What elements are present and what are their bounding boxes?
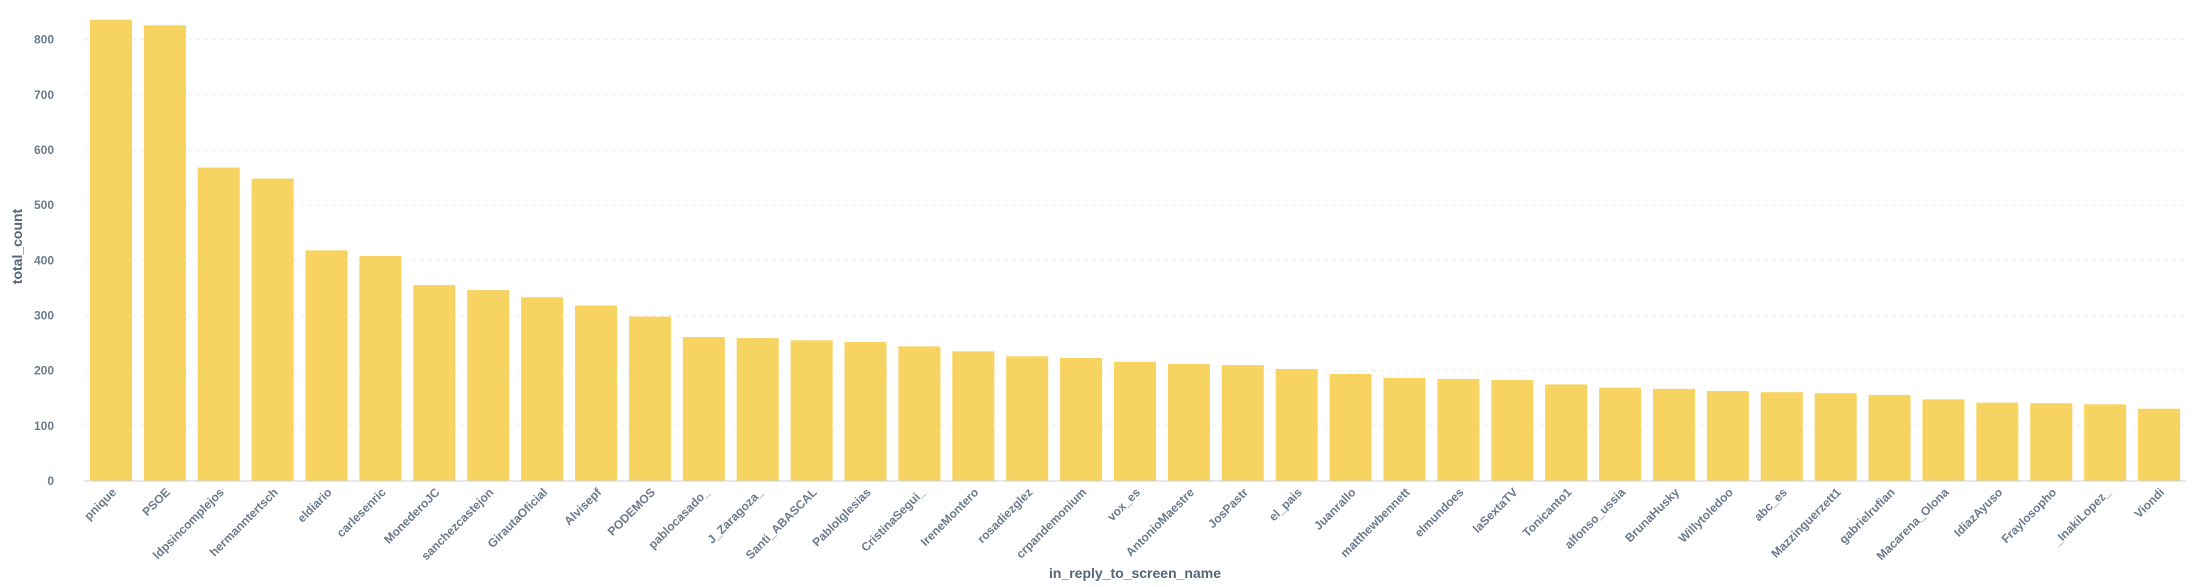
bar-Tonicanto1[interactable] (1545, 384, 1588, 481)
bar-Santi_ABASCAL[interactable] (790, 340, 833, 481)
x-tick-label: PODEMOS (605, 485, 658, 538)
x-tick-label: IdiazAyuso (1951, 485, 2005, 539)
bar-gabrielrufian[interactable] (1868, 394, 1911, 481)
bar-IreneMontero[interactable] (952, 351, 995, 481)
bar-Willytoledoo[interactable] (1706, 391, 1749, 481)
bar-Fraylosopho[interactable] (2030, 403, 2073, 481)
y-tick-label: 0 (47, 474, 54, 488)
y-tick-label: 500 (34, 198, 54, 212)
bar-CristinaSegui_[interactable] (898, 346, 941, 481)
x-tick-label: Alvisepf (561, 485, 605, 529)
y-tick-label: 600 (34, 143, 54, 157)
x-tick-label: JosPastr (1205, 485, 1251, 531)
x-tick-label: PSOE (139, 485, 172, 518)
y-tick-label: 700 (34, 88, 54, 102)
bar-MonederoJC[interactable] (413, 285, 456, 481)
y-tick-label: 100 (34, 419, 54, 433)
y-tick-label: 800 (34, 33, 54, 47)
x-tick-label: laSextaTV (1470, 485, 1520, 535)
x-tick-label: vox_es (1104, 485, 1143, 524)
bar-alfonso_ussia[interactable] (1599, 387, 1642, 481)
bar-elmundoes[interactable] (1437, 378, 1480, 481)
x-tick-label: eldiario (295, 485, 335, 525)
bar-J_Zaragoza_[interactable] (736, 338, 779, 481)
bar-Mazzinguerzett1[interactable] (1814, 393, 1857, 481)
x-axis-title: in_reply_to_screen_name (1049, 565, 1221, 581)
bar-AntonioMaestre[interactable] (1167, 364, 1210, 481)
x-tick-label: elmundoes (1412, 485, 1467, 540)
bar-vox_es[interactable] (1113, 361, 1157, 481)
x-tick-label: el_pais (1266, 485, 1305, 524)
x-tick-label: Viondi (2131, 485, 2167, 521)
bar-rosadiezglez[interactable] (1006, 356, 1049, 481)
bar-el_pais[interactable] (1275, 368, 1318, 481)
bar-IdiazAyuso[interactable] (1976, 402, 2019, 481)
bar-crpandemonium[interactable] (1060, 357, 1103, 481)
x-tick-label: Juanrallo (1311, 485, 1359, 533)
x-tick-label: rosadiezglez (974, 485, 1035, 546)
bar-hermanntertsch[interactable] (251, 178, 294, 481)
bar-PODEMOS[interactable] (628, 316, 671, 481)
bars (89, 19, 2181, 482)
y-tick-label: 400 (34, 253, 54, 267)
bar-Juanrallo[interactable] (1329, 373, 1372, 481)
y-tick-labels: 0 100 200 300 400 500 600 700 800 (34, 33, 54, 488)
y-tick-label: 300 (34, 308, 54, 322)
bar-ldpsincomplejos[interactable] (197, 167, 240, 481)
bar-Alvisepf[interactable] (575, 305, 618, 481)
bar-BrunaHusky[interactable] (1652, 388, 1695, 481)
y-tick-label: 200 (34, 364, 54, 378)
x-tick-label: Fraylosopho (1999, 485, 2060, 546)
bar-PabloIglesias[interactable] (844, 341, 887, 481)
bar-eldiario[interactable] (305, 250, 348, 481)
bar-abc_es[interactable] (1760, 392, 1803, 481)
x-tick-label: Tonicanto1 (1520, 485, 1575, 540)
bar-matthewbennett[interactable] (1383, 377, 1426, 481)
bar-carlesenric[interactable] (359, 255, 402, 481)
bar-sanchezcastejon[interactable] (467, 290, 510, 481)
x-tick-label: BrunaHusky (1622, 485, 1682, 545)
x-tick-label: _InakiLopez_ (2049, 485, 2113, 549)
bar-_InakiLopez_[interactable] (2084, 404, 2127, 481)
bar-Viondi[interactable] (2138, 408, 2181, 481)
bar-GirautaOficial[interactable] (521, 297, 564, 481)
bar-laSextaTV[interactable] (1491, 380, 1534, 481)
x-tick-label: IreneMontero (918, 485, 982, 549)
bar-pnique[interactable] (89, 19, 132, 482)
x-tick-label: carlesenric (334, 485, 389, 540)
bar-JosPastr[interactable] (1221, 365, 1264, 481)
bar-Macarena_Olona[interactable] (1922, 399, 1965, 481)
x-tick-label: abc_es (1751, 485, 1790, 524)
bar-PSOE[interactable] (143, 25, 186, 482)
x-tick-label: pnique (81, 485, 119, 523)
y-axis-title: total_count (9, 208, 25, 284)
x-tick-label: Willytoledoo (1676, 485, 1736, 545)
bar-pablocasado_[interactable] (682, 336, 725, 481)
